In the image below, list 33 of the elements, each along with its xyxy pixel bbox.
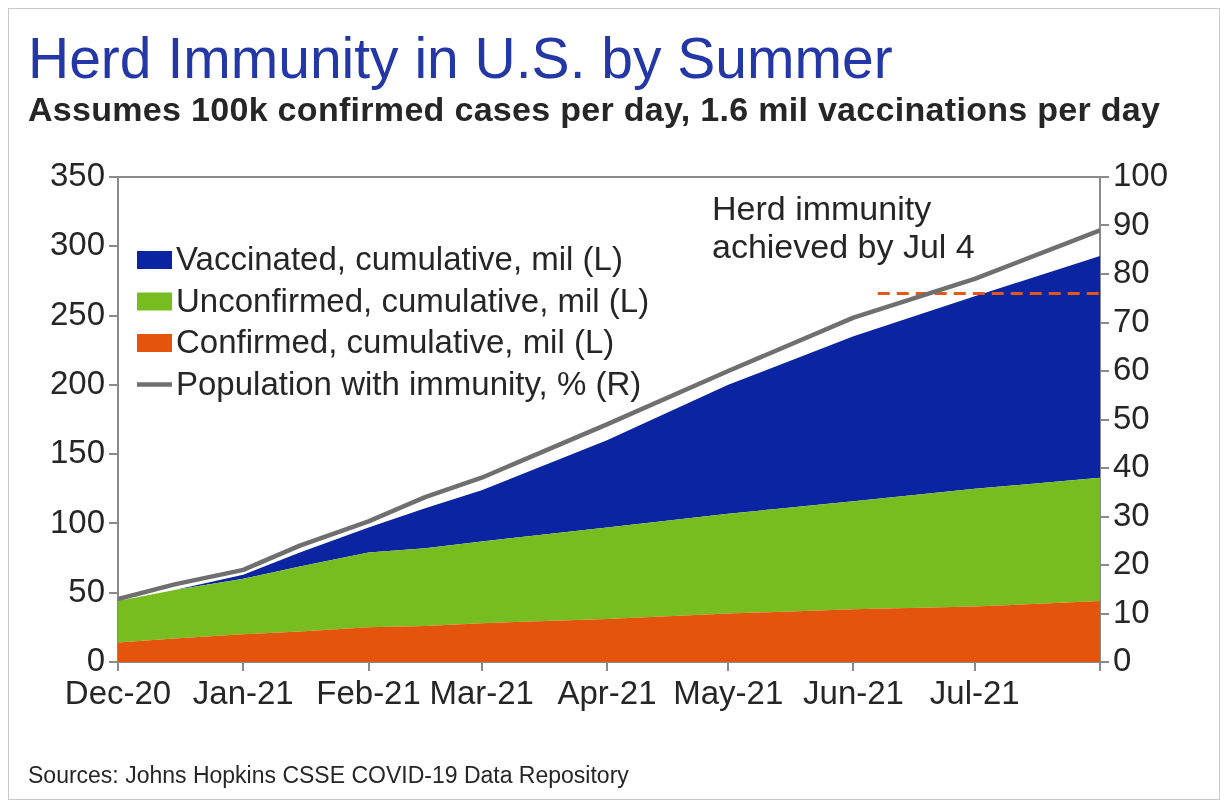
y2-tick-label: 90: [1113, 204, 1150, 242]
x-tick-label: Jun-21: [803, 673, 904, 711]
x-tick-label: May-21: [673, 673, 784, 711]
y-tick-label: 350: [49, 156, 105, 194]
annotation: Herd immunity achieved by Jul 4: [712, 189, 976, 265]
y-tick-label: 250: [49, 294, 105, 332]
y2-tick-label: 60: [1113, 350, 1150, 388]
y2-tick-label: 50: [1113, 398, 1150, 436]
legend-label: Vaccinated, cumulative, mil (L): [176, 240, 623, 278]
y-tick-label: 50: [68, 571, 105, 609]
x-tick-label: Apr-21: [557, 673, 657, 711]
legend-label: Confirmed, cumulative, mil (L): [176, 323, 615, 361]
x-tick-label: Feb-21: [316, 673, 421, 711]
y-tick-label: 300: [49, 225, 105, 263]
y2-tick-label: 0: [1113, 641, 1132, 679]
y2-tick-label: 10: [1113, 592, 1150, 630]
y-tick-label: 150: [49, 433, 105, 471]
legend-label: Population with immunity, % (R): [176, 364, 642, 402]
y2-tick-label: 70: [1113, 301, 1150, 339]
chart-title: Herd Immunity in U.S. by Summer: [28, 26, 893, 90]
source-note: Sources: Johns Hopkins CSSE COVID-19 Data Repository: [28, 762, 629, 788]
y2-tick-label: 40: [1113, 447, 1150, 485]
x-tick-label: Jan-21: [192, 673, 294, 711]
y2-tick-label: 100: [1113, 156, 1169, 194]
y-tick-label: 100: [49, 502, 105, 540]
y2-tick-label: 80: [1113, 253, 1150, 291]
x-tick-label: Jul-21: [929, 673, 1020, 711]
y2-tick-label: 20: [1113, 544, 1150, 582]
y-tick-label: 200: [49, 363, 105, 401]
y2-tick-label: 30: [1113, 495, 1150, 533]
x-tick-label: Mar-21: [429, 673, 534, 711]
legend-label: Unconfirmed, cumulative, mil (L): [176, 281, 650, 319]
chart-subtitle: Assumes 100k confirmed cases per day, 1.6 mil vaccinations per day: [28, 90, 1161, 128]
